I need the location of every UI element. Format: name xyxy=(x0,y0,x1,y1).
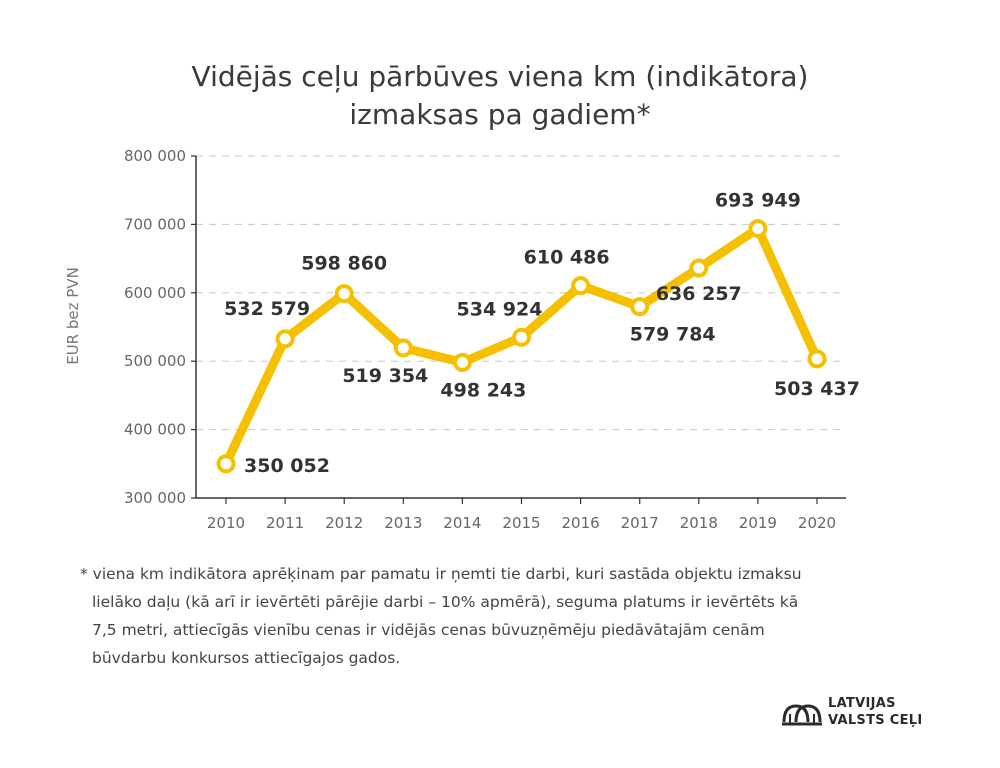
x-tick-label: 2015 xyxy=(502,514,540,532)
x-tick-label: 2016 xyxy=(562,514,600,532)
data-label: 532 579 xyxy=(224,298,310,320)
logo-text: LATVIJAS VALSTS CEĻI xyxy=(828,695,922,729)
road-arches-icon xyxy=(782,704,822,726)
y-tick-label: 400 000 xyxy=(124,421,186,439)
line-chart: 300 000 400 000 500 000 600 000 700 000 800 0… xyxy=(64,147,860,532)
data-label: 503 437 xyxy=(774,378,860,400)
data-point xyxy=(689,258,709,278)
footnote-line-3: 7,5 metri, attiecīgās vienību cenas ir v… xyxy=(92,621,765,639)
chart-title: Vidējās ceļu pārbūves viena km (indikāto… xyxy=(0,58,1000,134)
data-label: 636 257 xyxy=(656,283,742,305)
footnote-line-2: lielāko daļu (kā arī ir ievērtēti pārēji… xyxy=(92,593,799,611)
data-label: 498 243 xyxy=(440,379,526,401)
logo-line-1: LATVIJAS xyxy=(828,696,896,711)
data-label: 579 784 xyxy=(630,324,716,346)
data-point xyxy=(630,297,650,317)
x-tick-label: 2017 xyxy=(621,514,659,532)
chart-title-line-2: izmaksas pa gadiem* xyxy=(349,98,651,131)
data-label: 534 924 xyxy=(457,298,543,320)
data-point xyxy=(571,276,591,296)
data-label: 519 354 xyxy=(342,365,428,387)
y-tick-labels: 300 000 400 000 500 000 600 000 700 000 800 0… xyxy=(124,147,186,507)
y-tick-label: 800 000 xyxy=(124,147,186,165)
y-tick-label: 600 000 xyxy=(124,284,186,302)
data-point xyxy=(334,284,354,304)
data-point xyxy=(807,349,827,369)
logo-line-2: VALSTS CEĻI xyxy=(828,713,923,728)
x-tick-label: 2020 xyxy=(798,514,836,532)
logo: LATVIJAS VALSTS CEĻI xyxy=(782,694,962,734)
footnote-line-4: būvdarbu konkursos attiecīgajos gados. xyxy=(92,649,401,667)
x-tick-label: 2018 xyxy=(680,514,718,532)
footnote: * viena km indikātora aprēķinam par pama… xyxy=(80,560,940,672)
data-label: 350 052 xyxy=(244,455,330,477)
data-points xyxy=(216,219,827,474)
data-point xyxy=(748,219,768,239)
data-label: 610 486 xyxy=(524,247,610,269)
y-tick-label: 700 000 xyxy=(124,215,186,233)
x-tick-label: 2012 xyxy=(325,514,363,532)
data-point xyxy=(216,454,236,474)
data-label: 693 949 xyxy=(715,190,801,212)
data-point xyxy=(452,352,472,372)
x-tick-label: 2019 xyxy=(739,514,777,532)
footnote-line-1: * viena km indikātora aprēķinam par pama… xyxy=(80,565,802,583)
grid-lines xyxy=(196,155,846,431)
data-point xyxy=(275,329,295,349)
data-point xyxy=(393,338,413,358)
data-point xyxy=(512,327,531,347)
x-tick-label: 2013 xyxy=(384,514,422,532)
y-axis-label: EUR bez PVN xyxy=(64,267,82,365)
data-label: 598 860 xyxy=(301,253,387,275)
y-tick-label: 300 000 xyxy=(124,489,186,507)
x-tick-label: 2010 xyxy=(207,514,245,532)
axes xyxy=(191,155,846,504)
x-tick-labels: 2010 2011 2012 2013 2014 2015 2016 2017 2018 2019… xyxy=(207,514,836,532)
data-labels: 350 052 532 579 598 860 519 354 498 243 534 9… xyxy=(224,190,860,477)
x-tick-label: 2014 xyxy=(443,514,481,532)
x-tick-label: 2011 xyxy=(266,514,304,532)
y-tick-label: 500 000 xyxy=(124,352,186,370)
chart-title-line-1: Vidējās ceļu pārbūves viena km (indikāto… xyxy=(191,60,809,93)
